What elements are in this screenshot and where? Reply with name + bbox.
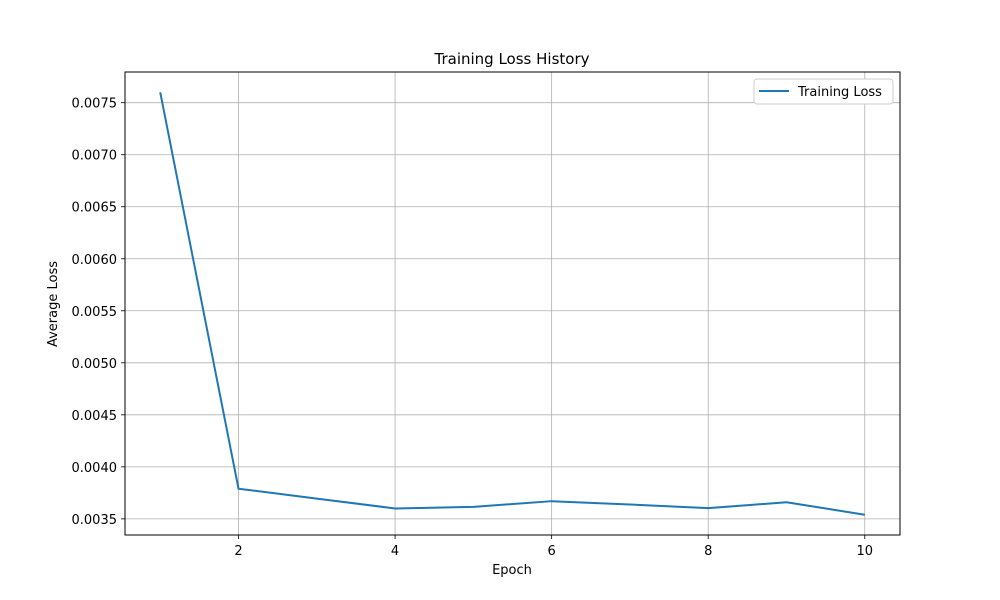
- y-tick-label: 0.0075: [72, 97, 118, 112]
- y-tick-label: 0.0055: [72, 305, 118, 320]
- chart-title: Training Loss History: [434, 50, 590, 68]
- y-tick-label: 0.0060: [72, 253, 118, 268]
- x-tick-label: 10: [856, 544, 873, 559]
- x-tick-label: 4: [391, 544, 399, 559]
- series-line-training-loss: [159, 92, 865, 516]
- y-tick-label: 0.0050: [72, 357, 118, 372]
- y-tick-label: 0.0045: [72, 409, 118, 424]
- legend: Training Loss: [753, 78, 894, 105]
- legend-box: [753, 78, 894, 105]
- legend-label: Training Loss: [797, 85, 882, 100]
- grid: [125, 72, 900, 535]
- ticks: 2 4 6 8 10 0.0035 0.0040 0.0045 0.0050 0.0055 0.00…: [72, 97, 874, 559]
- y-tick-label: 0.0070: [72, 149, 118, 164]
- x-tick-label: 2: [234, 544, 242, 559]
- y-tick-label: 0.0035: [72, 513, 118, 528]
- y-tick-label: 0.0040: [72, 461, 118, 476]
- x-axis-label: Epoch: [492, 563, 532, 578]
- x-tick-label: 8: [704, 544, 712, 559]
- series-layer: [159, 92, 865, 516]
- plot-frame: [124, 71, 901, 536]
- x-tick-label: 6: [548, 544, 556, 559]
- y-axis-label: Average Loss: [46, 261, 61, 347]
- y-tick-label: 0.0065: [72, 201, 118, 216]
